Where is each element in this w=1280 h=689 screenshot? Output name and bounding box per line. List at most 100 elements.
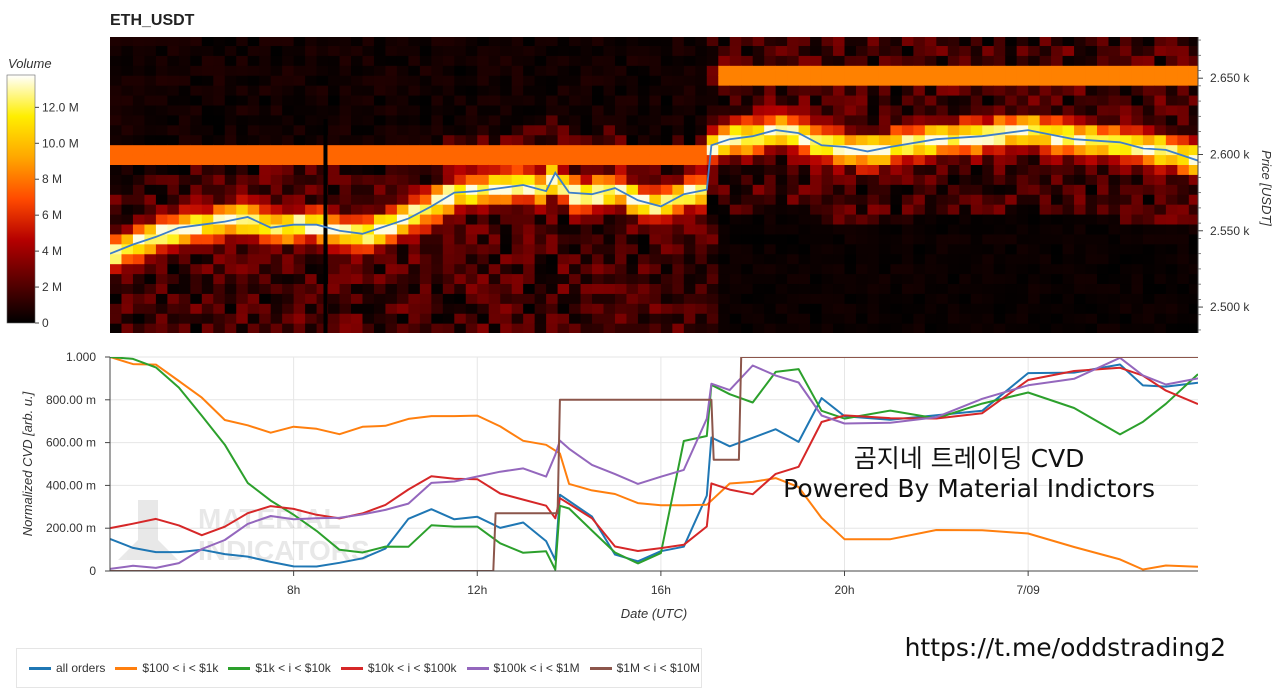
heatmap-cell — [660, 144, 673, 156]
heatmap-cell — [144, 154, 157, 165]
heatmap-cell — [431, 233, 444, 245]
heatmap-cell — [236, 134, 249, 146]
heatmap-cell — [178, 184, 191, 195]
heatmap-cell — [201, 65, 214, 76]
heatmap-cell — [534, 303, 547, 314]
heatmap-cell — [213, 75, 226, 86]
heatmap-cell — [1028, 253, 1041, 265]
heatmap-cell — [833, 75, 846, 86]
heatmap-cell — [178, 124, 191, 136]
heatmap-cell — [706, 114, 719, 126]
heatmap-cell — [190, 75, 203, 86]
heatmap-cell — [488, 154, 501, 165]
legend-label: $100 < i < $1k — [142, 661, 219, 675]
heatmap-cell — [833, 204, 846, 215]
heatmap-cell — [649, 124, 662, 136]
heatmap-cell — [316, 94, 329, 106]
heatmap-cell — [511, 303, 524, 314]
heatmap-cell — [1177, 204, 1190, 215]
heatmap-cell — [132, 55, 146, 66]
heatmap-cell — [408, 184, 421, 195]
heatmap-cell — [431, 104, 444, 116]
heatmap-cell — [1154, 75, 1167, 86]
heatmap-cell — [810, 243, 823, 255]
heatmap-cell — [844, 223, 857, 235]
heatmap-cell — [373, 85, 387, 96]
heatmap-cell — [1039, 104, 1052, 116]
heatmap-cell — [1131, 134, 1144, 146]
heatmap-cell — [592, 204, 605, 215]
heatmap-cell — [373, 174, 387, 185]
heatmap-cell — [741, 164, 754, 175]
heatmap-cell — [1108, 94, 1121, 106]
heatmap-cell — [1108, 144, 1121, 156]
heatmap-cell — [132, 213, 146, 225]
heatmap-cell — [637, 164, 651, 175]
heatmap-cell — [890, 243, 903, 255]
heatmap-cell — [431, 174, 444, 185]
legend-item[interactable]: all orders — [29, 661, 105, 675]
heatmap-cell — [924, 323, 937, 333]
heatmap-cell — [764, 293, 777, 304]
heatmap-cell — [614, 273, 628, 285]
heatmap-cell — [959, 154, 972, 165]
heatmap-cell — [385, 37, 398, 46]
heatmap-cell — [1028, 273, 1041, 285]
heatmap-cell — [557, 144, 570, 156]
heatmap-cell — [373, 273, 387, 285]
heatmap-cell — [660, 45, 673, 56]
heatmap-cell — [282, 293, 295, 304]
heatmap-cell — [1074, 184, 1087, 195]
heatmap-cell — [167, 273, 180, 285]
heatmap-cell — [110, 75, 123, 86]
heatmap-cell — [1165, 154, 1178, 165]
heatmap-cell — [821, 164, 834, 175]
heatmap-cell — [603, 75, 616, 86]
heatmap-cell — [167, 323, 180, 333]
heatmap-cell — [1108, 283, 1121, 294]
legend-item[interactable]: $100k < i < $1M — [466, 661, 580, 675]
heatmap-cell — [890, 134, 903, 146]
heatmap-cell — [465, 283, 478, 294]
heatmap-cell — [970, 194, 983, 205]
heatmap-cell — [293, 134, 306, 146]
heatmap-cell — [396, 65, 409, 76]
heatmap-cell — [419, 323, 432, 333]
heatmap-cell — [764, 55, 777, 66]
heatmap-cell — [993, 213, 1006, 225]
heatmap-cell — [970, 213, 983, 225]
heatmap-cell — [695, 283, 708, 294]
heatmap-cell — [913, 303, 926, 314]
legend-item[interactable]: $10k < i < $100k — [340, 661, 457, 675]
heatmap-cell — [959, 174, 972, 185]
heatmap-cell — [660, 65, 673, 76]
heatmap-cell — [236, 104, 249, 116]
heatmap-cell — [454, 233, 467, 245]
heatmap-cell — [282, 104, 295, 116]
legend-item[interactable]: $1k < i < $10k — [228, 661, 331, 675]
heatmap-cell — [362, 253, 375, 265]
legend-item[interactable]: $100 < i < $1k — [115, 661, 218, 675]
heatmap-cell — [523, 124, 536, 136]
legend-item[interactable]: $1M < i < $10M — [589, 661, 700, 675]
heatmap-cell — [706, 184, 719, 195]
heatmap-cell — [592, 164, 605, 175]
price-axis-label: Price [USDT] — [1259, 150, 1274, 226]
heatmap-cell — [683, 283, 696, 294]
heatmap-cell — [247, 174, 260, 185]
heatmap-cell — [362, 293, 375, 304]
heatmap-cell — [1177, 65, 1190, 76]
heatmap-cell — [672, 194, 685, 205]
heatmap-cell — [1119, 94, 1133, 106]
heatmap-cell — [454, 144, 467, 156]
heatmap-cell — [488, 94, 501, 106]
heatmap-cell — [1051, 253, 1064, 265]
heatmap-cell — [1028, 174, 1041, 185]
heatmap-cell — [557, 75, 570, 86]
heatmap-cell — [603, 323, 616, 333]
heatmap-cell — [798, 37, 811, 46]
heatmap-cell — [706, 243, 719, 255]
heatmap-cell — [764, 233, 777, 245]
heatmap-cell — [190, 55, 203, 66]
heatmap-cell — [913, 75, 926, 86]
